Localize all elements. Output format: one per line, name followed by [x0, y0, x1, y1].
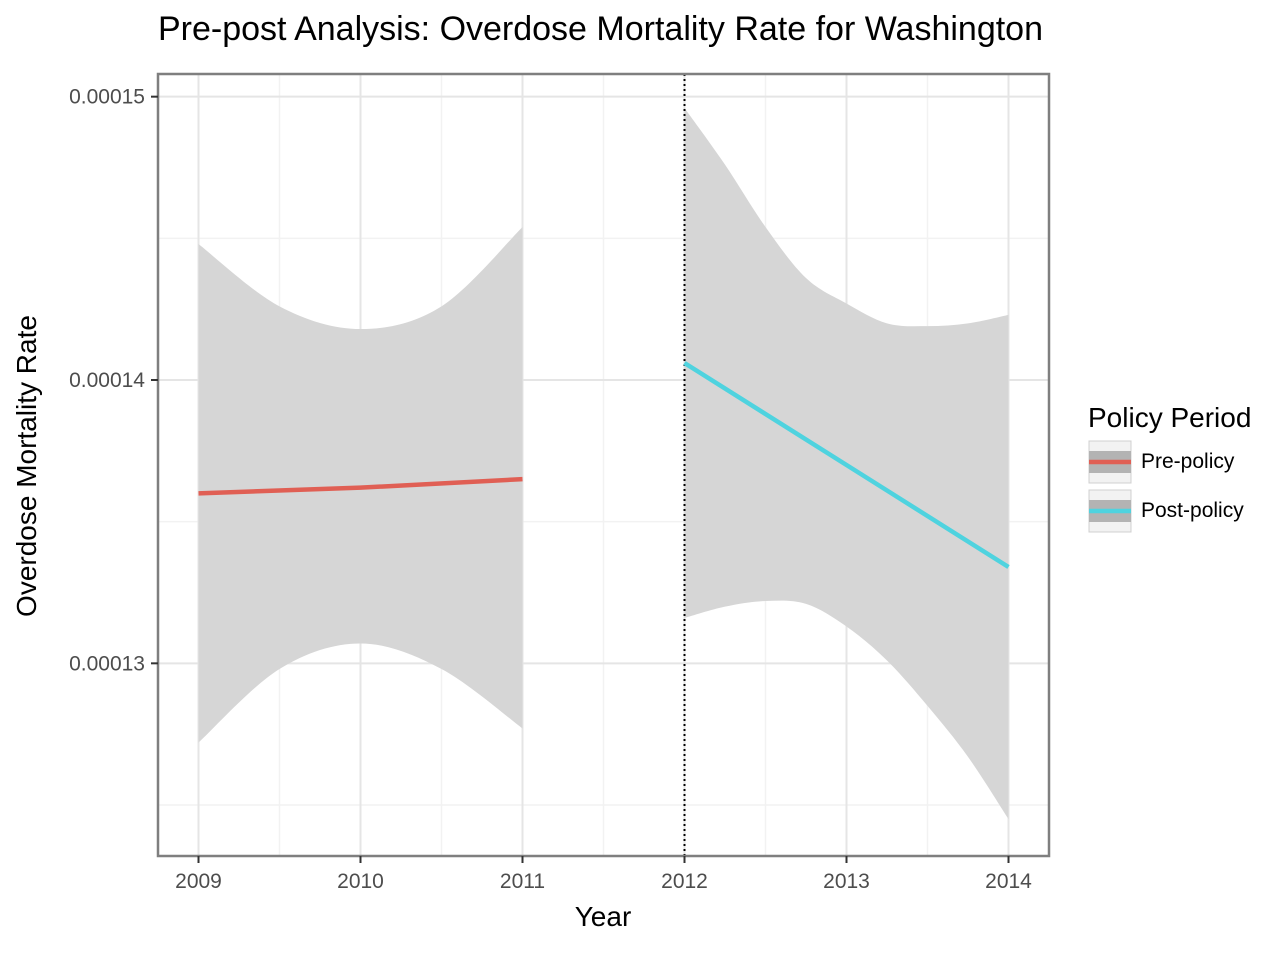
ci-ribbon-pre-policy: [198, 227, 523, 743]
legend-label-post-policy: Post-policy: [1141, 499, 1244, 522]
y-axis-title: Overdose Mortality Rate: [11, 315, 42, 617]
x-tick-label: 2009: [175, 870, 222, 893]
x-tick-label: 2014: [985, 870, 1032, 893]
x-tick-label: 2011: [500, 870, 545, 893]
y-tick-label: 0.00015: [69, 86, 145, 109]
series-line-pre-policy: [198, 476, 523, 496]
series-lines: [198, 361, 1010, 569]
chart-title: Pre-post Analysis: Overdose Mortality Ra…: [158, 10, 1043, 48]
y-tick-label: 0.00014: [69, 369, 145, 392]
y-axis: 0.00013 0.00014 0.00015: [69, 86, 158, 675]
legend-title: Policy Period: [1088, 402, 1251, 433]
x-tick-label: 2012: [661, 870, 708, 893]
x-axis: 2009 2010 2011 2012 2013 2014: [175, 856, 1032, 893]
y-tick-label: 0.00013: [69, 652, 145, 675]
x-tick-label: 2013: [823, 870, 870, 893]
x-axis-title: Year: [575, 901, 632, 932]
legend-label-pre-policy: Pre-policy: [1141, 450, 1235, 473]
series-line-post-policy: [683, 361, 1010, 569]
x-tick-label: 2010: [337, 870, 384, 893]
legend: Policy Period Pre-policy Post-policy: [1088, 402, 1251, 533]
plot-border: [156, 72, 1051, 858]
